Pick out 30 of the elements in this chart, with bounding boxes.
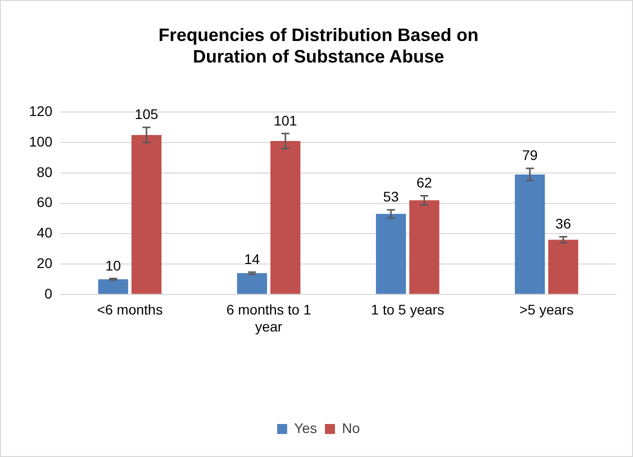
y-tick-label: 120: [29, 103, 53, 120]
x-tick-label: 1 to 5 years: [371, 302, 444, 318]
data-label: 53: [383, 188, 399, 205]
bar: [98, 279, 128, 294]
bar: [548, 240, 578, 294]
bar: [376, 214, 406, 294]
bar: [409, 200, 440, 294]
data-label: 10: [105, 257, 122, 274]
bar: [131, 134, 162, 294]
data-label: 62: [416, 174, 432, 191]
bar: [270, 141, 300, 294]
data-label: 36: [555, 216, 572, 232]
y-tick-label: 80: [36, 164, 53, 180]
x-tick-label: >5 years: [520, 302, 574, 318]
y-tick-label: 40: [36, 224, 53, 241]
data-label: 105: [134, 106, 158, 122]
data-label: 14: [244, 250, 260, 267]
x-tick-label: 6 months to 1 year: [226, 302, 312, 334]
chart-title: Frequencies of Distribution Based on Duration of Substance Abuse: [158, 24, 479, 66]
bar: [514, 174, 545, 294]
y-tick-label: 20: [36, 254, 53, 271]
data-label: 101: [274, 112, 298, 128]
bar: [237, 273, 268, 294]
x-tick-label: <6 months: [96, 302, 163, 318]
y-tick-label: 0: [44, 285, 53, 302]
legend-label: No: [342, 420, 360, 436]
y-tick-label: 60: [36, 194, 53, 210]
y-tick-label: 100: [29, 133, 53, 150]
legend-label: Yes: [294, 420, 317, 436]
data-label: 79: [522, 147, 538, 164]
